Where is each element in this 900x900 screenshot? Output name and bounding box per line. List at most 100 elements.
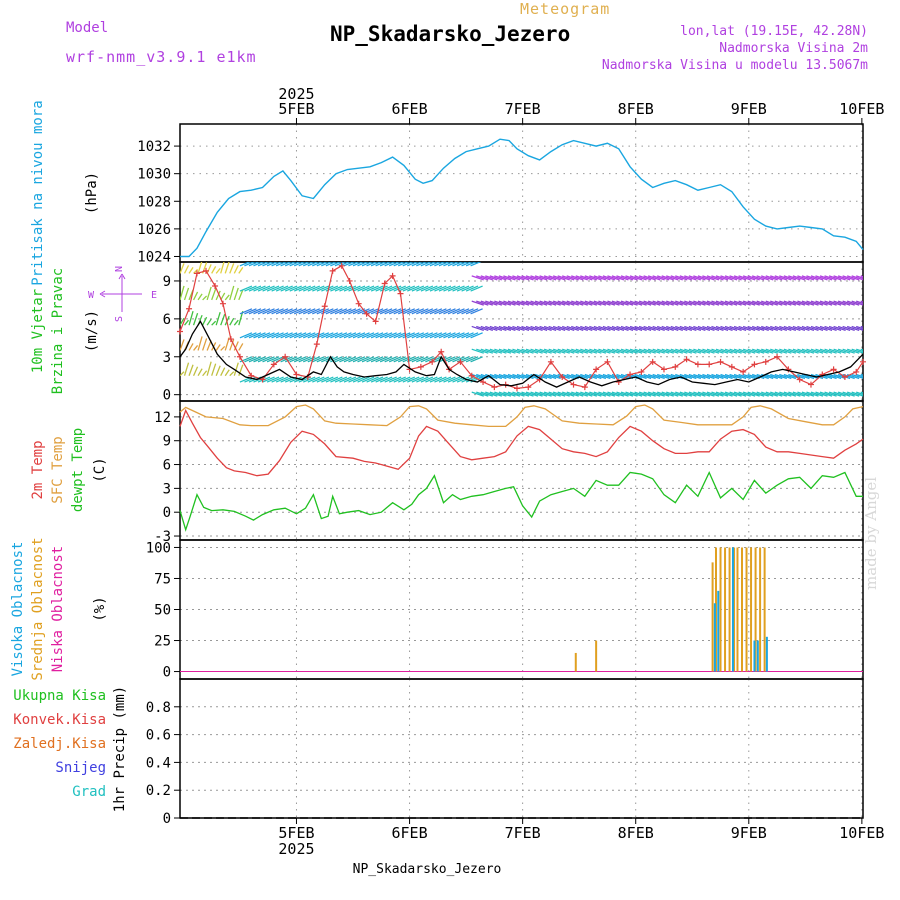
wind-barb bbox=[562, 325, 575, 332]
wind-barb bbox=[652, 325, 665, 332]
compass-w: W bbox=[88, 290, 95, 301]
wind-barb bbox=[828, 275, 842, 281]
wind-barb bbox=[525, 325, 539, 332]
wind-barb bbox=[275, 285, 289, 292]
wind-barb bbox=[697, 300, 711, 306]
wind-barb bbox=[229, 317, 235, 326]
wind-barb bbox=[485, 348, 498, 354]
wind-barb bbox=[253, 308, 266, 315]
gust-marker bbox=[706, 361, 713, 368]
wind-barb bbox=[566, 300, 579, 306]
gust-marker bbox=[372, 318, 379, 325]
wind-barb bbox=[330, 285, 343, 292]
wind-barb bbox=[702, 325, 715, 332]
gust-marker bbox=[785, 366, 792, 373]
wind-barb bbox=[275, 376, 289, 383]
wind-barb bbox=[339, 332, 352, 339]
wind-barb bbox=[828, 373, 842, 380]
wind-barb bbox=[670, 300, 683, 306]
wind-barb bbox=[602, 373, 616, 380]
wind-barb bbox=[503, 373, 516, 380]
wind-barb bbox=[503, 325, 516, 332]
wind-barb bbox=[711, 391, 724, 397]
wind-barb bbox=[779, 348, 792, 354]
wind-barb bbox=[534, 348, 548, 354]
gust-marker bbox=[807, 381, 814, 388]
wind-barb bbox=[266, 376, 280, 383]
wind-barb bbox=[443, 262, 455, 267]
wind-barb bbox=[810, 275, 824, 281]
x-tick-label-bottom: 9FEB bbox=[731, 824, 767, 842]
wind-barb bbox=[239, 332, 253, 339]
gust-marker bbox=[193, 270, 200, 277]
wind-barb bbox=[411, 332, 425, 339]
wind-barb bbox=[729, 348, 742, 354]
wind-speed-line bbox=[179, 320, 864, 388]
wind-barb bbox=[434, 285, 447, 292]
wind-barb bbox=[485, 373, 498, 380]
gust-marker bbox=[363, 310, 370, 317]
wind-barb bbox=[357, 332, 370, 339]
wind-barb bbox=[824, 391, 837, 397]
wind-barb bbox=[607, 348, 620, 354]
wind-barb bbox=[856, 300, 863, 305]
wind-barb bbox=[516, 373, 530, 380]
wind-barb bbox=[584, 391, 598, 397]
wind-barb bbox=[747, 275, 760, 281]
wind-barb bbox=[756, 275, 769, 281]
wind-barb bbox=[647, 391, 661, 397]
wind-barb bbox=[720, 373, 733, 380]
wind-barb bbox=[770, 391, 783, 397]
wind-barb bbox=[801, 348, 815, 354]
wind-barb bbox=[202, 316, 208, 326]
wind-barb bbox=[706, 348, 720, 354]
wind-barb bbox=[792, 348, 806, 354]
wind-barb bbox=[298, 308, 311, 315]
wind-barb bbox=[562, 348, 575, 354]
temp-line bbox=[179, 404, 864, 428]
wind-barb bbox=[379, 308, 393, 315]
wind-barb bbox=[521, 373, 534, 380]
wind-barb bbox=[724, 275, 738, 281]
wind-barb bbox=[625, 348, 638, 354]
wind-barb bbox=[652, 373, 665, 380]
wind-barb bbox=[751, 300, 765, 306]
wind-barb bbox=[675, 275, 688, 281]
wind-barb bbox=[339, 285, 352, 292]
wind-barb bbox=[284, 285, 298, 292]
wind-barb bbox=[530, 275, 543, 281]
wind-barb bbox=[498, 373, 512, 380]
wind-barb bbox=[828, 325, 842, 332]
wind-barb bbox=[498, 325, 512, 332]
wind-barb bbox=[539, 325, 552, 332]
wind-barb bbox=[229, 371, 235, 377]
wind-barb bbox=[316, 356, 330, 363]
wind-barb bbox=[575, 275, 588, 281]
wind-barb bbox=[357, 308, 370, 315]
wind-barb bbox=[607, 373, 620, 380]
wind-barb bbox=[293, 262, 305, 267]
gust-marker bbox=[860, 358, 866, 365]
wind-barb bbox=[470, 356, 483, 363]
y-tick-label: 25 bbox=[154, 634, 171, 650]
gust-marker bbox=[177, 328, 183, 335]
wind-barb bbox=[693, 275, 706, 281]
wind-barb bbox=[420, 262, 432, 267]
wind-barbs bbox=[180, 262, 863, 397]
wind-barb bbox=[494, 325, 507, 332]
wind-barb bbox=[357, 285, 370, 292]
wind-barb bbox=[860, 391, 863, 394]
wind-barb bbox=[244, 376, 257, 383]
wind-barb bbox=[738, 373, 751, 380]
wind-barb bbox=[638, 300, 652, 306]
wind-barb bbox=[580, 275, 593, 281]
wind-barb bbox=[321, 262, 333, 267]
wind-barb bbox=[188, 343, 194, 351]
wind-barb bbox=[407, 356, 420, 363]
wind-barb bbox=[352, 376, 366, 383]
wind-barb bbox=[443, 332, 456, 339]
x-tick-label-top: 7FEB bbox=[505, 100, 541, 118]
wind-barb bbox=[321, 332, 334, 339]
wind-barb bbox=[188, 311, 194, 326]
wind-barb bbox=[552, 300, 566, 306]
